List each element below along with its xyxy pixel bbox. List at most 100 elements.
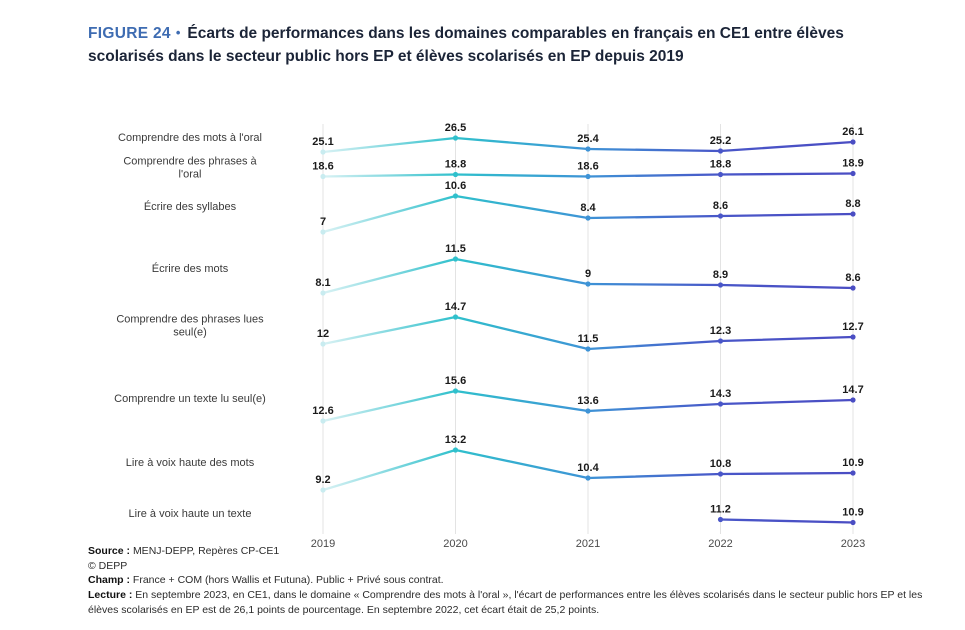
line-segment	[321, 389, 457, 423]
line-segment	[719, 283, 855, 290]
line-segment	[454, 194, 590, 220]
data-point	[320, 341, 326, 347]
figure-header: FIGURE 24 • Écarts de performances dans le…	[88, 22, 898, 69]
x-axis-label: 2021	[576, 538, 600, 550]
copyright-text: © DEPP	[88, 559, 128, 572]
data-point-label: 18.9	[842, 158, 863, 170]
data-point	[850, 519, 856, 526]
line-segment	[454, 315, 590, 351]
data-point-label: 12.6	[312, 405, 333, 417]
data-point	[452, 135, 459, 141]
line-segment	[454, 136, 590, 151]
data-point	[452, 256, 459, 262]
data-point-label: 8.6	[713, 200, 728, 212]
data-point	[320, 487, 326, 493]
source-line: Source : MENJ-DEPP, Repères CP-CE1	[88, 544, 950, 559]
row-label: Écrire des mots	[152, 262, 229, 275]
series-row: 11.2 10.9 Lire à voix haute un texte	[129, 504, 864, 526]
line-segment	[586, 402, 722, 413]
lecture-line: Lecture : En septembre 2023, en CE1, dan…	[88, 588, 950, 617]
data-point	[320, 290, 326, 296]
line-segment	[719, 212, 855, 218]
data-point-label: 25.1	[312, 136, 333, 148]
data-point-label: 11.5	[578, 333, 599, 345]
data-point-label: 18.6	[577, 161, 598, 173]
series-row: 25.1 26.5 25.4 25.2 26.1 Comprendre des mots …	[118, 122, 864, 155]
series-row: 12.6 15.6 13.6 14.3 14.7 Comprendre un texte …	[114, 375, 864, 424]
data-point-label: 12.7	[842, 321, 863, 333]
champ-label: Champ :	[88, 574, 130, 587]
line-segment	[586, 147, 722, 153]
data-point-label: 9.2	[315, 474, 330, 486]
data-point	[452, 314, 459, 320]
data-point	[585, 475, 591, 481]
series-row: 18.6 18.8 18.6 18.8 18.9 Comprendre des phras…	[123, 156, 863, 181]
data-point-label: 11.5	[445, 243, 466, 255]
data-point-label: 8.6	[845, 272, 860, 284]
data-point-label: 8.4	[580, 202, 596, 214]
data-point-label: 10.6	[445, 180, 466, 192]
data-point	[850, 470, 856, 476]
line-segment	[719, 335, 855, 343]
data-point-label: 8.1	[315, 277, 330, 289]
data-point	[850, 139, 856, 145]
row-label: Comprendre des phrases à	[123, 156, 257, 168]
data-point	[585, 281, 591, 287]
data-point	[585, 346, 591, 352]
data-point-label: 12	[317, 328, 329, 340]
data-point-label: 15.6	[445, 375, 466, 387]
data-point	[452, 193, 459, 199]
data-point	[717, 338, 724, 344]
figure-footnotes: Source : MENJ-DEPP, Repères CP-CE1 © DEP…	[88, 544, 950, 617]
data-point	[717, 282, 724, 288]
data-point-label: 13.6	[577, 395, 598, 407]
data-point-label: 26.5	[445, 122, 466, 134]
line-segment	[454, 173, 590, 178]
data-point-label: 18.6	[312, 161, 333, 173]
x-axis-label: 2023	[841, 538, 865, 550]
data-point	[717, 401, 724, 407]
figure-title: Écarts de performances dans les domaines…	[88, 25, 844, 66]
line-segment	[454, 389, 590, 413]
data-point-label: 10.8	[710, 458, 731, 470]
line-segment	[586, 214, 722, 220]
champ-line: Champ : France + COM (hors Wallis et Fut…	[88, 573, 950, 588]
data-point	[585, 408, 591, 414]
line-segment	[454, 257, 590, 286]
row-label: Lire à voix haute un texte	[129, 508, 252, 520]
x-axis-label: 2022	[708, 538, 732, 550]
data-point	[452, 171, 459, 178]
data-point-label: 14.7	[445, 301, 466, 313]
data-point-label: 12.3	[710, 325, 731, 337]
series-row: 9.2 13.2 10.4 10.8 10.9 Lire à voix haute des…	[126, 434, 864, 493]
line-segment	[719, 471, 855, 476]
line-segment	[321, 257, 457, 295]
source-text: MENJ-DEPP, Repères CP-CE1	[132, 545, 280, 557]
data-point	[717, 213, 724, 219]
data-point	[320, 418, 326, 424]
line-segment	[719, 140, 855, 153]
row-label: Comprendre des phrases lues	[116, 314, 264, 326]
data-point-label: 9	[585, 268, 591, 280]
data-point	[850, 170, 856, 177]
series-row: 8.1 11.5 9 8.9 8.6 Écrire des mots	[152, 243, 861, 296]
line-segment	[454, 448, 590, 480]
data-point	[585, 215, 591, 221]
line-segment	[719, 172, 855, 176]
small-multiples-line-chart: 2019 2020 2021 2022 2023 25.1 26.5 25.4 25.2 26.1…	[114, 122, 865, 550]
series-row: 7 10.6 8.4 8.6 8.8 Écrire des syllabes	[144, 180, 861, 235]
row-label: l'oral	[179, 169, 202, 181]
data-point-label: 14.7	[842, 384, 863, 396]
line-segment	[586, 472, 722, 480]
row-label: Écrire des syllabes	[144, 200, 237, 213]
data-point-label: 26.1	[842, 126, 863, 138]
data-point	[585, 173, 591, 180]
data-point-label: 10.9	[842, 507, 863, 519]
row-label: seul(e)	[173, 327, 207, 339]
data-point-label: 18.8	[710, 159, 731, 171]
row-label: Comprendre un texte lu seul(e)	[114, 393, 266, 405]
data-point-label: 25.2	[710, 135, 731, 147]
data-point	[320, 229, 326, 235]
data-point	[717, 171, 724, 178]
